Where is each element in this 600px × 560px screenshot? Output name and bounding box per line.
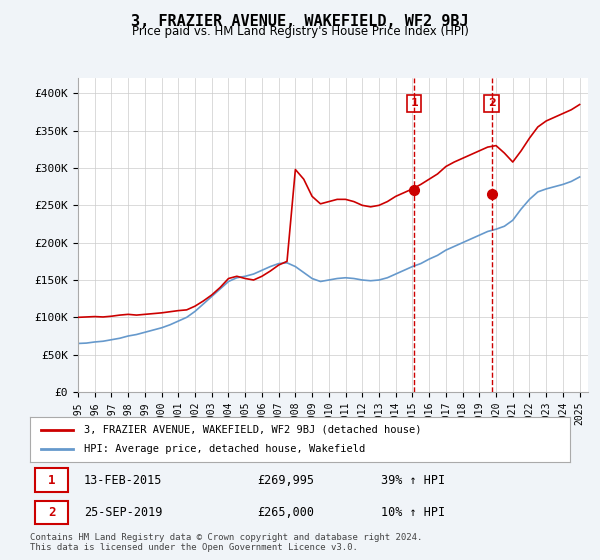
- FancyBboxPatch shape: [35, 501, 68, 524]
- Text: 2: 2: [48, 506, 55, 519]
- Text: 10% ↑ HPI: 10% ↑ HPI: [381, 506, 445, 519]
- Text: 1: 1: [48, 474, 55, 487]
- Text: HPI: Average price, detached house, Wakefield: HPI: Average price, detached house, Wake…: [84, 445, 365, 455]
- Text: 25-SEP-2019: 25-SEP-2019: [84, 506, 163, 519]
- Text: 2: 2: [488, 99, 496, 109]
- Text: £269,995: £269,995: [257, 474, 314, 487]
- Text: Contains HM Land Registry data © Crown copyright and database right 2024.: Contains HM Land Registry data © Crown c…: [30, 533, 422, 542]
- Text: 1: 1: [410, 99, 418, 109]
- Text: Price paid vs. HM Land Registry's House Price Index (HPI): Price paid vs. HM Land Registry's House …: [131, 25, 469, 38]
- Text: 3, FRAZIER AVENUE, WAKEFIELD, WF2 9BJ: 3, FRAZIER AVENUE, WAKEFIELD, WF2 9BJ: [131, 14, 469, 29]
- Text: This data is licensed under the Open Government Licence v3.0.: This data is licensed under the Open Gov…: [30, 543, 358, 552]
- Text: 3, FRAZIER AVENUE, WAKEFIELD, WF2 9BJ (detached house): 3, FRAZIER AVENUE, WAKEFIELD, WF2 9BJ (d…: [84, 424, 421, 435]
- FancyBboxPatch shape: [35, 468, 68, 492]
- Text: 13-FEB-2015: 13-FEB-2015: [84, 474, 163, 487]
- Text: £265,000: £265,000: [257, 506, 314, 519]
- Text: 39% ↑ HPI: 39% ↑ HPI: [381, 474, 445, 487]
